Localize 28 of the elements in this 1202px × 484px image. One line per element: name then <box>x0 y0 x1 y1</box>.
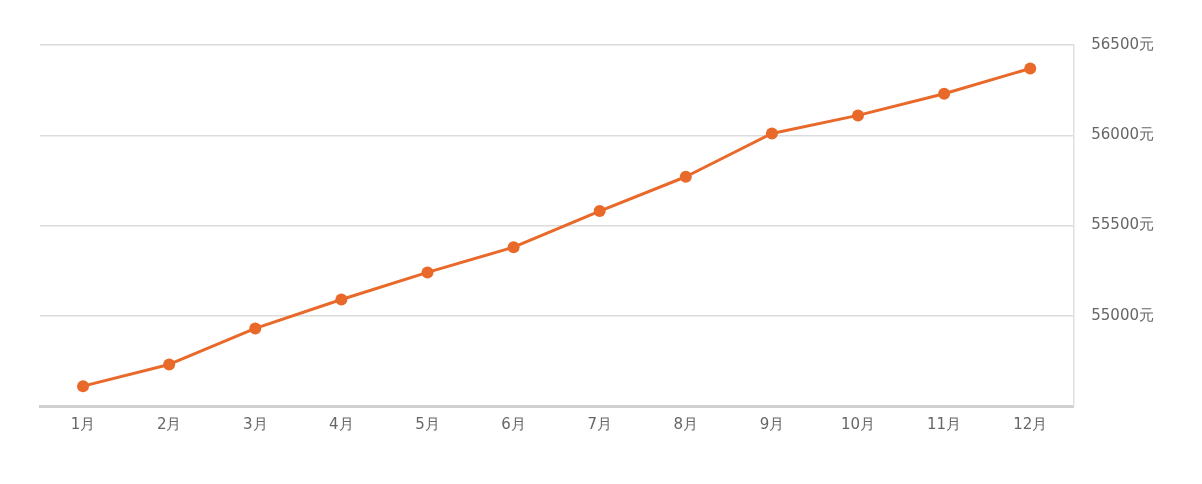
point <box>335 293 348 306</box>
y-tick-label: 55500元 <box>1091 215 1154 234</box>
point <box>421 266 434 279</box>
point <box>77 380 90 393</box>
x-tick-label: 7月 <box>587 414 612 433</box>
x-tick-label: 4月 <box>329 414 354 433</box>
point <box>163 358 176 371</box>
x-tick-label: 5月 <box>415 414 440 433</box>
x-tick-label: 1月 <box>70 414 96 433</box>
x-tick-label: 8月 <box>673 414 699 433</box>
y-tick-label: 55000元 <box>1091 305 1154 324</box>
x-tick-label: 2月 <box>156 414 182 433</box>
x-tick-label: 12月 <box>1013 414 1048 433</box>
y-tick-label: 56500元 <box>1091 34 1154 53</box>
point <box>938 87 951 100</box>
point <box>507 241 520 254</box>
point <box>765 127 778 140</box>
x-tick-label: 6月 <box>501 414 526 433</box>
point <box>852 109 865 122</box>
x-tick-label: 9月 <box>759 414 785 433</box>
point <box>593 205 606 218</box>
x-tick-label: 11月 <box>927 414 962 433</box>
point <box>249 322 262 335</box>
y-tick-label: 56000元 <box>1091 125 1154 144</box>
point <box>1024 62 1037 75</box>
x-tick-label: 3月 <box>242 414 268 433</box>
x-tick-label: 10月 <box>840 414 876 433</box>
point <box>679 170 692 183</box>
